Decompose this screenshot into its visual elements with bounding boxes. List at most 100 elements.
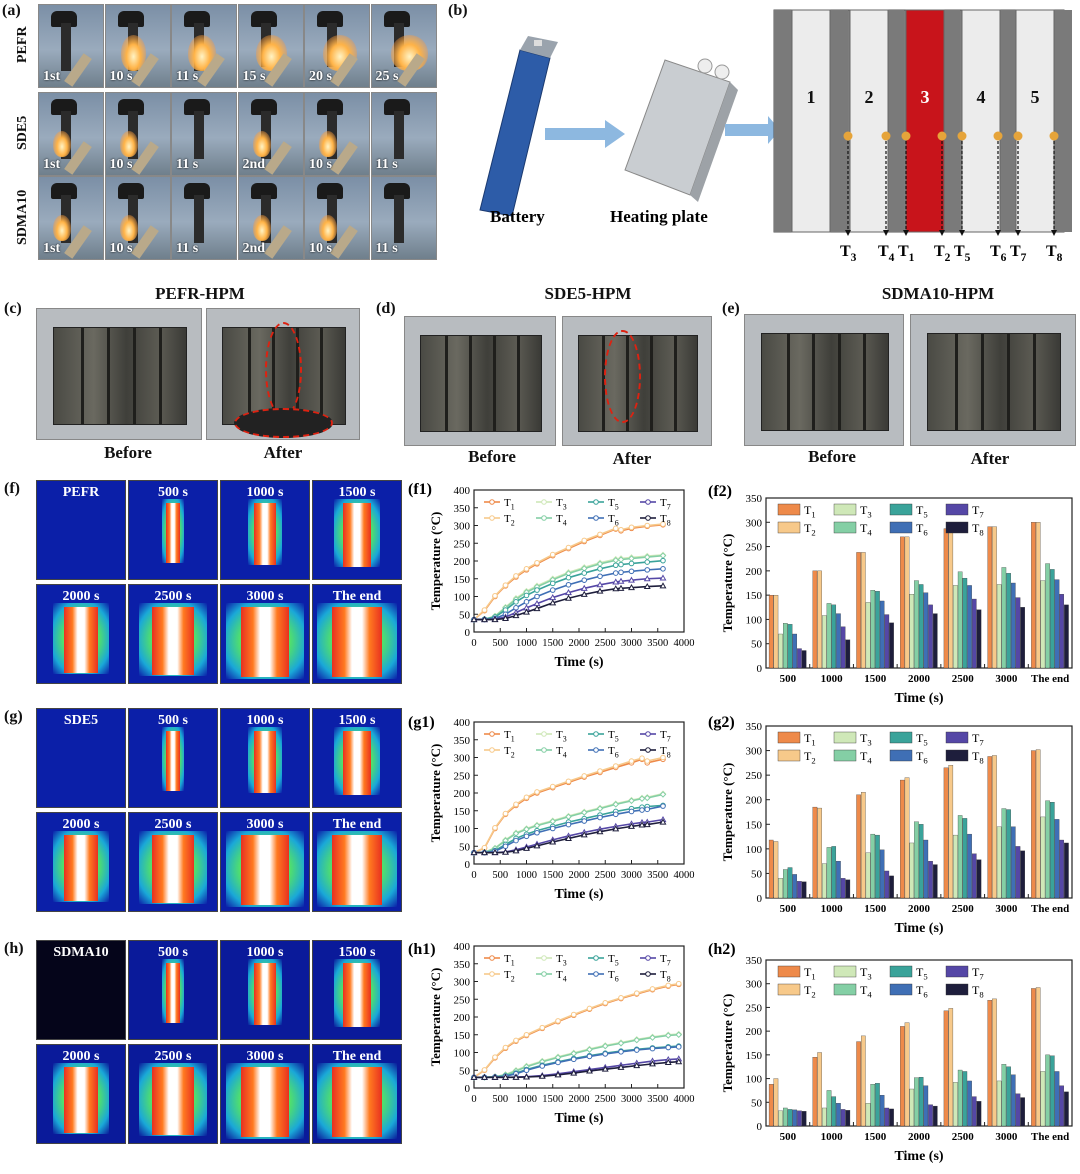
x-tick-label: 500 bbox=[780, 1131, 797, 1143]
bar-T2 bbox=[817, 807, 822, 899]
y-tick-label: 400 bbox=[454, 941, 471, 953]
data-point bbox=[513, 837, 519, 844]
bar-T7 bbox=[840, 626, 846, 669]
legend-text: T2 bbox=[504, 513, 515, 527]
bar-T8 bbox=[932, 864, 938, 899]
y-tick-label: 250 bbox=[746, 542, 763, 554]
bar-T7 bbox=[1059, 594, 1064, 669]
legend-text: T6 bbox=[916, 749, 928, 766]
legend-marker bbox=[489, 731, 495, 737]
legend-text: T7 bbox=[660, 953, 671, 967]
bar-T3 bbox=[953, 585, 958, 669]
legend-text: T1 bbox=[504, 497, 515, 511]
legend-text: T8 bbox=[660, 513, 671, 527]
thermal-frame: 3000 s bbox=[220, 812, 310, 912]
cell-number: 2 bbox=[865, 87, 874, 107]
series-line-T5 bbox=[474, 804, 664, 854]
hot-core bbox=[342, 730, 372, 796]
x-tick-label: 2000 bbox=[908, 1131, 931, 1143]
bar-T2 bbox=[773, 1078, 779, 1127]
legend-marker bbox=[541, 731, 547, 737]
thermal-frame: 1000 s bbox=[220, 940, 310, 1040]
thermal-caption: The end bbox=[332, 817, 382, 832]
data-point bbox=[502, 614, 509, 622]
legend-marker bbox=[593, 499, 599, 505]
data-point bbox=[644, 567, 651, 573]
hot-core bbox=[152, 834, 194, 904]
x-tick-label: 1000 bbox=[516, 870, 537, 881]
hot-core bbox=[240, 606, 290, 677]
hot-core bbox=[63, 606, 99, 674]
legend-marker bbox=[645, 971, 651, 977]
thermal-frame: 2000 s bbox=[36, 812, 126, 912]
bar-T6 bbox=[792, 633, 798, 669]
battery-pack bbox=[927, 333, 1061, 432]
flame-shape bbox=[119, 131, 138, 157]
bar-T6 bbox=[879, 849, 885, 899]
y-tick-label: 50 bbox=[751, 639, 763, 651]
panel-label: (f2) bbox=[708, 483, 732, 500]
photo-caption: 20 s bbox=[309, 69, 332, 84]
y-tick-label: 350 bbox=[454, 735, 471, 747]
data-point bbox=[481, 849, 488, 856]
bar-T7 bbox=[840, 878, 846, 899]
y-tick-label: 250 bbox=[746, 1002, 763, 1014]
data-point bbox=[597, 531, 603, 538]
sensor-arrow bbox=[903, 230, 909, 236]
data-point bbox=[523, 566, 530, 572]
data-point bbox=[586, 1005, 593, 1012]
heater-cell bbox=[905, 9, 945, 233]
x-tick-label: 2500 bbox=[595, 870, 616, 881]
sensor-arrow bbox=[1015, 230, 1021, 236]
thermal-frame: 1000 s bbox=[220, 480, 310, 580]
bar-T5 bbox=[831, 604, 837, 669]
data-point bbox=[570, 1069, 578, 1076]
data-point bbox=[538, 1072, 546, 1079]
legend-text: T7 bbox=[972, 731, 984, 748]
y-tick-label: 150 bbox=[746, 819, 763, 831]
y-axis-label: Temperature (°C) bbox=[720, 994, 735, 1093]
x-tick-label: 1000 bbox=[516, 1094, 537, 1105]
thermal-caption: 2500 s bbox=[154, 589, 192, 604]
thermal-frame: 2500 s bbox=[128, 812, 218, 912]
data-point bbox=[523, 844, 530, 851]
x-tick-label: 3500 bbox=[647, 870, 668, 881]
thermal-caption: 2000 s bbox=[62, 817, 100, 832]
sample-strip bbox=[61, 23, 71, 71]
x-tick-label: 500 bbox=[492, 1094, 508, 1105]
data-point bbox=[612, 763, 619, 769]
legend-text: T4 bbox=[556, 745, 567, 759]
legend-swatch bbox=[833, 731, 857, 744]
data-point bbox=[596, 828, 604, 835]
y-tick-label: 100 bbox=[454, 592, 471, 604]
bar-T6 bbox=[879, 1095, 885, 1127]
data-point bbox=[618, 1048, 624, 1055]
bar-T4 bbox=[957, 1069, 963, 1127]
battery-cell bbox=[961, 9, 1001, 233]
hot-core bbox=[152, 1066, 194, 1136]
y-tick-label: 100 bbox=[746, 614, 763, 626]
bar-T4 bbox=[870, 590, 876, 669]
series-line-T2 bbox=[473, 523, 664, 621]
data-point bbox=[555, 1059, 561, 1066]
data-point bbox=[565, 574, 572, 581]
legend-swatch bbox=[889, 965, 913, 978]
data-point bbox=[612, 825, 620, 832]
x-tick-label: 3000 bbox=[621, 1094, 642, 1105]
data-point bbox=[565, 581, 572, 588]
chart-f1: (f1) 0 50 100 150 200 250 300 350 400 Temperature … bbox=[408, 481, 695, 670]
x-axis-label: Time (s) bbox=[554, 1111, 603, 1126]
data-point bbox=[549, 783, 556, 790]
thermal-caption: 1000 s bbox=[246, 485, 284, 500]
bar-T8 bbox=[1064, 842, 1069, 899]
battery-cell bbox=[849, 9, 889, 233]
x-tick-label: 1000 bbox=[821, 903, 844, 915]
data-point bbox=[549, 838, 557, 845]
pack-separator bbox=[787, 334, 791, 431]
bar-T6 bbox=[836, 613, 841, 669]
hot-core bbox=[342, 962, 372, 1028]
x-tick-label: 3500 bbox=[647, 638, 668, 649]
data-point bbox=[581, 570, 588, 576]
data-point bbox=[491, 1073, 499, 1080]
x-tick-label: 3000 bbox=[621, 638, 642, 649]
